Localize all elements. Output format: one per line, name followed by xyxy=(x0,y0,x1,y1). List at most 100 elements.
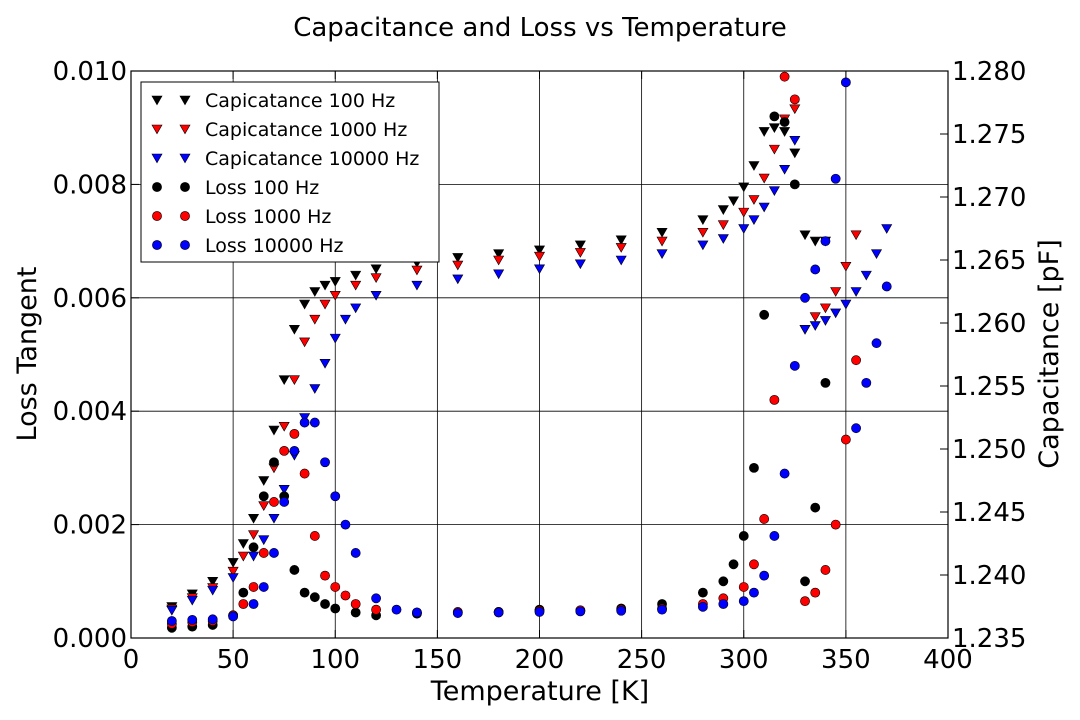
loss-point xyxy=(840,77,851,88)
loss-point xyxy=(851,423,861,434)
capacitance-point xyxy=(227,566,239,577)
x-axis-label: Temperature [K] xyxy=(430,676,649,707)
loss-point xyxy=(350,548,361,558)
capacitance-point xyxy=(452,274,464,285)
capacitance-point xyxy=(258,476,270,486)
capacitance-point xyxy=(350,303,362,314)
capacitance-point xyxy=(452,253,464,263)
legend-marker xyxy=(152,182,162,192)
capacitance-point xyxy=(237,539,249,549)
capacitance-point xyxy=(809,312,821,323)
x-tick-label: 300 xyxy=(719,645,769,675)
capacitance-point xyxy=(493,255,505,266)
loss-point xyxy=(309,592,320,603)
capacitance-point xyxy=(748,215,760,226)
loss-point xyxy=(728,559,739,570)
loss-point xyxy=(861,377,872,388)
loss-point xyxy=(830,173,841,184)
capacitance-point xyxy=(881,224,893,234)
y-right-axis-label: Capacitance [pF] xyxy=(1034,239,1065,468)
capacitance-point xyxy=(728,196,740,207)
capacitance-point xyxy=(339,314,351,325)
capacitance-point xyxy=(768,123,780,134)
loss-point xyxy=(289,565,300,575)
capacitance-point xyxy=(799,324,811,335)
capacitance-point xyxy=(533,251,546,262)
loss-point xyxy=(258,582,269,592)
legend-marker xyxy=(179,153,191,164)
loss-point xyxy=(371,593,381,604)
loss-point xyxy=(166,616,177,626)
loss-point xyxy=(534,607,545,617)
loss-point xyxy=(738,596,749,607)
capacitance-point xyxy=(779,127,791,137)
loss-point xyxy=(779,117,790,127)
legend-label: Capicatance 100 Hz xyxy=(205,90,395,112)
loss-point xyxy=(340,519,351,530)
capacitance-point xyxy=(717,205,729,215)
loss-point xyxy=(738,582,749,592)
capacitance-point xyxy=(319,280,331,291)
loss-point xyxy=(187,614,198,625)
loss-point xyxy=(299,468,310,479)
loss-point xyxy=(330,582,341,592)
loss-point xyxy=(759,309,770,320)
capacitance-point xyxy=(248,530,260,541)
y-left-axis-ticks: 0.000 0.002 0.004 0.006 0.008 0.010 xyxy=(53,57,139,654)
loss-point xyxy=(330,491,341,502)
capacitance-point xyxy=(258,535,270,546)
legend-marker xyxy=(179,95,191,106)
loss-point xyxy=(769,394,780,405)
loss-point xyxy=(851,355,861,366)
capacitance-point xyxy=(207,576,219,587)
capacitance-point xyxy=(268,425,280,436)
legend-entry: Capicatance 10000 Hz xyxy=(151,148,419,170)
capacitance-point xyxy=(319,359,331,369)
capacitance-point xyxy=(615,255,627,266)
capacitance-point xyxy=(329,277,341,287)
capacitance-point xyxy=(789,104,801,115)
legend-label: Capicatance 1000 Hz xyxy=(205,119,407,141)
loss-point xyxy=(320,570,330,581)
loss-point xyxy=(279,445,290,456)
loss-point xyxy=(759,570,770,581)
capacitance-point xyxy=(329,290,341,301)
capacitance-point xyxy=(850,287,862,297)
loss-point xyxy=(299,587,310,598)
loss-point xyxy=(820,565,831,575)
capacitance-point xyxy=(258,501,270,512)
capacitance-point xyxy=(309,384,321,394)
capacitance-point xyxy=(574,259,586,270)
loss-point xyxy=(452,608,463,618)
legend-marker xyxy=(152,240,162,250)
legend-marker xyxy=(180,182,190,192)
capacitance-point xyxy=(237,551,249,562)
x-tick-label: 50 xyxy=(217,645,250,675)
capacitance-point xyxy=(738,224,750,234)
y-right-tick-label: 1.265 xyxy=(952,246,1026,276)
capacitance-point xyxy=(870,249,883,260)
loss-point xyxy=(248,582,259,592)
loss-point xyxy=(789,360,800,371)
loss-point xyxy=(412,607,422,618)
capacitance-point xyxy=(830,287,842,297)
loss-point xyxy=(738,531,749,541)
legend-entry: Capicatance 100 Hz xyxy=(151,90,395,112)
capacitance-point xyxy=(329,333,341,344)
x-tick-label: 0 xyxy=(123,645,140,675)
capacitance-point xyxy=(809,236,821,247)
capacitance-point xyxy=(370,290,382,301)
capacitance-point xyxy=(166,605,178,616)
capacitance-point xyxy=(758,127,770,137)
legend-label: Loss 100 Hz xyxy=(205,177,319,199)
capacitance-point xyxy=(840,299,852,310)
capacitance-point xyxy=(819,316,831,326)
capacitance-point xyxy=(840,261,852,272)
loss-point xyxy=(657,604,667,615)
loss-point xyxy=(820,377,831,388)
y-left-tick-label: 0.004 xyxy=(53,397,127,427)
y-left-tick-label: 0.010 xyxy=(53,57,127,87)
loss-point xyxy=(289,428,300,439)
x-axis-ticks: 0 50 100 150 200 250 300 350 400 xyxy=(123,71,973,675)
y-left-tick-label: 0.008 xyxy=(53,170,127,200)
